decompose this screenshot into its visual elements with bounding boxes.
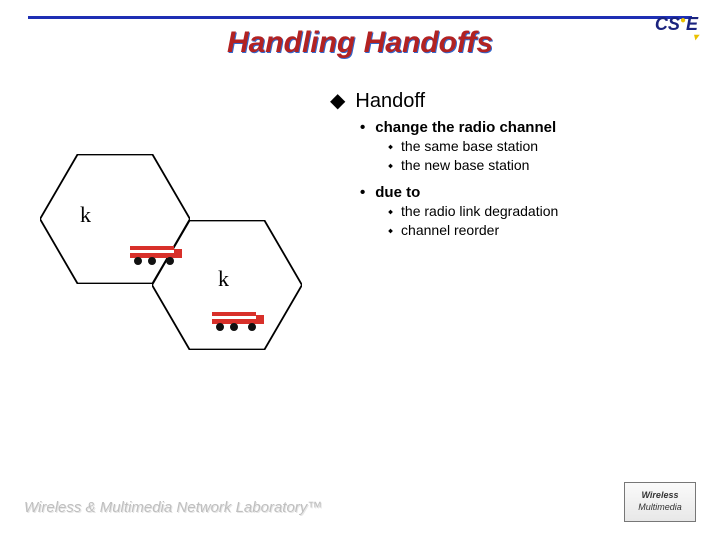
footer-logo-l1: Wireless [642,490,679,500]
cse-logo: CS●E ▾ [655,14,698,41]
outline: ◆Handoff •change the radio channel ⬩the … [330,88,690,241]
truck-icon-2 [210,308,266,332]
bullet-l1: ◆Handoff [330,88,690,113]
top-rule [28,16,692,19]
cell-label-1: k [80,202,91,228]
l2b-text: due to [375,184,420,201]
bullet-l3a1: ⬩the same base station [388,138,690,155]
l3a1-text: the same base station [401,138,538,154]
bullet-l3b2: ⬩channel reorder [388,222,690,239]
footer-lab-text: Wireless & Multimedia Network Laboratory… [24,499,322,516]
title-text: Handling Handoffs [227,26,493,59]
bullet-l3a2: ⬩the new base station [388,157,690,174]
l3a2-text: the new base station [401,157,529,173]
bullet-l3b1: ⬩the radio link degradation [388,203,690,220]
footer-logo-l2: Multimedia [638,502,682,512]
l3b1-text: the radio link degradation [401,203,558,219]
l1-text: Handoff [355,90,425,112]
l2a-text: change the radio channel [375,119,556,136]
cell-label-2: k [218,266,229,292]
truck-icon-1 [128,242,184,266]
bullet-l2b: •due to [360,184,690,201]
slide-title: Handling Handoffs [0,26,720,60]
footer-logo: Wireless Multimedia [624,482,696,522]
bullet-l2a: •change the radio channel [360,119,690,136]
handoff-diagram: k k [40,130,340,410]
l3b2-text: channel reorder [401,222,499,238]
